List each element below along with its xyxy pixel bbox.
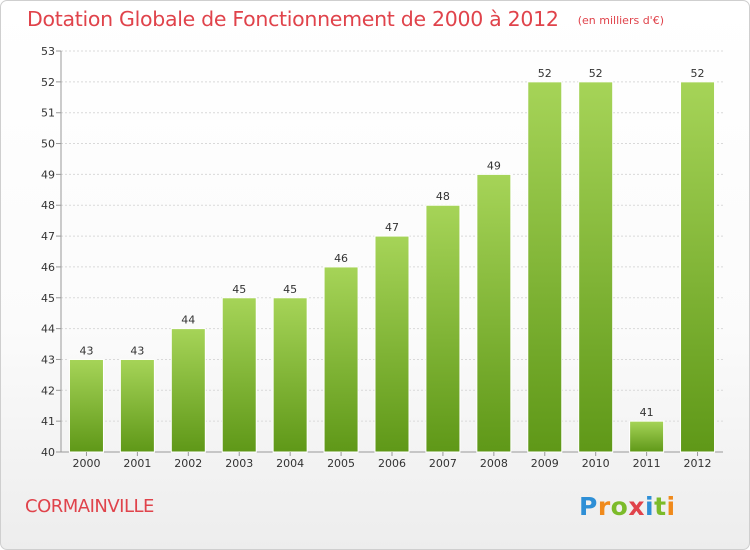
x-tick-label: 2002 — [174, 457, 202, 470]
x-tick-label: 2008 — [480, 457, 508, 470]
chart-title-row: Dotation Globale de Fonctionnement de 20… — [27, 7, 664, 31]
y-tick-label: 52 — [41, 76, 55, 89]
data-label: 45 — [283, 283, 297, 296]
data-label: 52 — [589, 67, 603, 80]
bar — [476, 173, 512, 453]
x-tick-label: 2001 — [123, 457, 151, 470]
chart-subtitle: (en milliers d'€) — [577, 14, 664, 27]
bar — [68, 358, 104, 453]
y-tick-label: 41 — [41, 415, 55, 428]
logo-letter: x — [628, 492, 645, 521]
y-tick-label: 46 — [41, 261, 55, 274]
bar — [629, 420, 665, 453]
data-label: 43 — [130, 344, 144, 357]
x-tick-label: 2006 — [378, 457, 406, 470]
y-tick-label: 42 — [41, 384, 55, 397]
logo-letter: i — [645, 492, 655, 521]
bar — [374, 235, 410, 453]
data-label: 52 — [691, 67, 705, 80]
x-tick-label: 2004 — [276, 457, 304, 470]
y-tick-label: 48 — [41, 199, 55, 212]
bar — [680, 81, 716, 453]
proxiti-logo: Proxiti — [579, 492, 676, 521]
bar — [272, 297, 308, 453]
x-tick-label: 2009 — [531, 457, 559, 470]
data-label: 41 — [640, 406, 654, 419]
x-tick-label: 2007 — [429, 457, 457, 470]
bar — [170, 328, 206, 453]
data-label: 49 — [487, 159, 501, 172]
bar — [578, 81, 614, 453]
y-tick-label: 40 — [41, 446, 55, 459]
bar — [119, 358, 155, 453]
bar — [527, 81, 563, 453]
data-label: 43 — [79, 344, 93, 357]
logo-letter: i — [666, 492, 676, 521]
bar — [221, 297, 257, 453]
data-label: 46 — [334, 252, 348, 265]
logo-letter: t — [654, 492, 667, 521]
y-tick-label: 51 — [41, 107, 55, 120]
logo-letter: P — [579, 492, 598, 521]
y-tick-label: 45 — [41, 292, 55, 305]
town-name: CORMAINVILLE — [25, 496, 154, 517]
data-label: 47 — [385, 221, 399, 234]
logo-letter: r — [597, 492, 611, 521]
x-tick-label: 2012 — [684, 457, 712, 470]
y-tick-label: 49 — [41, 168, 55, 181]
data-label: 45 — [232, 283, 246, 296]
y-tick-label: 43 — [41, 353, 55, 366]
x-tick-label: 2003 — [225, 457, 253, 470]
x-tick-label: 2010 — [582, 457, 610, 470]
bar — [323, 266, 359, 453]
data-label: 44 — [181, 314, 195, 327]
y-tick-label: 47 — [41, 230, 55, 243]
x-tick-label: 2000 — [72, 457, 100, 470]
x-tick-label: 2011 — [633, 457, 661, 470]
data-label: 48 — [436, 190, 450, 203]
x-tick-label: 2005 — [327, 457, 355, 470]
data-label: 52 — [538, 67, 552, 80]
y-tick-label: 44 — [41, 323, 55, 336]
bar — [425, 204, 461, 453]
logo-letter: o — [610, 492, 629, 521]
y-tick-label: 53 — [41, 45, 55, 58]
y-tick-label: 50 — [41, 138, 55, 151]
chart-title: Dotation Globale de Fonctionnement de 20… — [27, 7, 559, 31]
